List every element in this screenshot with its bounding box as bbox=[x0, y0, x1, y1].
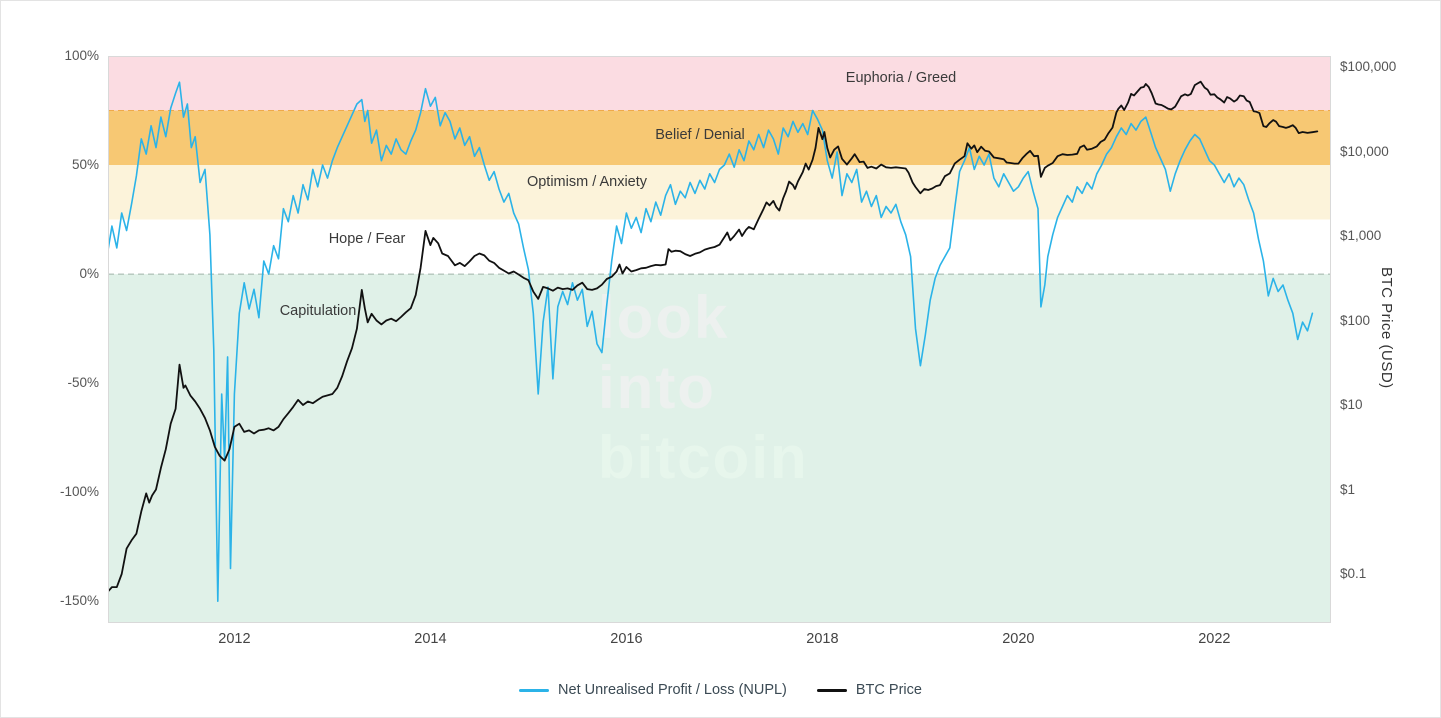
year-axis-tick-2020: 2020 bbox=[1002, 631, 1035, 647]
nupl-axis-tick-50: 50% bbox=[71, 157, 99, 173]
price-axis-tick-100: $100 bbox=[1340, 312, 1371, 328]
band-capitulation bbox=[108, 274, 1331, 623]
price-axis-tick-100000: $100,000 bbox=[1340, 59, 1397, 74]
band-label-belief: Belief / Denial bbox=[655, 127, 745, 143]
bands-layer bbox=[108, 56, 1331, 623]
band-hope bbox=[108, 219, 1331, 275]
legend-label-nupl: Net Unrealised Profit / Loss (NUPL) bbox=[558, 682, 787, 698]
year-axis-tick-2012: 2012 bbox=[218, 631, 251, 647]
btc-line bbox=[108, 80, 1319, 593]
year-axis-tick-2018: 2018 bbox=[806, 631, 839, 647]
band-euphoria bbox=[108, 56, 1331, 111]
price-axis-tick-0.1: $0.1 bbox=[1340, 566, 1367, 581]
price-axis-tick-1000: $1,000 bbox=[1340, 228, 1382, 243]
plot-border bbox=[108, 56, 1331, 623]
price-axis-tick-1: $1 bbox=[1340, 481, 1356, 497]
legend-item-btc[interactable]: BTC Price bbox=[816, 682, 922, 698]
band-belief bbox=[108, 110, 1331, 165]
legend-label-btc: BTC Price bbox=[855, 682, 922, 698]
price-axis-tick-10000: $10,000 bbox=[1340, 143, 1389, 159]
btc-price-line-swatch bbox=[816, 688, 847, 692]
price-axis-title: BTC Price (USD) bbox=[1378, 267, 1395, 389]
band-label-euphoria: Euphoria / Greed bbox=[845, 70, 957, 86]
nupl-line-swatch bbox=[519, 688, 550, 692]
nupl-axis-tick-100: 100% bbox=[64, 48, 99, 63]
year-axis-tick-2014: 2014 bbox=[414, 631, 447, 647]
nupl-axis-tick--150: -150% bbox=[59, 593, 99, 609]
legend: Net Unrealised Profit / Loss (NUPL) BTC … bbox=[1, 682, 1440, 698]
year-axis-tick-2022: 2022 bbox=[1198, 631, 1231, 647]
price-axis-tick-10: $10 bbox=[1340, 397, 1363, 412]
nupl-line bbox=[108, 81, 1314, 603]
band-label-optimism: Optimism / Anxiety bbox=[526, 174, 648, 190]
year-axis-tick-2016: 2016 bbox=[610, 631, 643, 647]
nupl-axis-tick--50: -50% bbox=[67, 375, 99, 391]
plot-area[interactable] bbox=[108, 56, 1331, 623]
band-label-capitulation: Capitulation bbox=[279, 303, 357, 319]
band-label-hope: Hope / Fear bbox=[328, 231, 406, 247]
nupl-axis-tick-0: 0% bbox=[79, 266, 99, 282]
legend-item-nupl[interactable]: Net Unrealised Profit / Loss (NUPL) bbox=[519, 682, 787, 698]
nupl-axis-tick--100: -100% bbox=[59, 484, 99, 500]
